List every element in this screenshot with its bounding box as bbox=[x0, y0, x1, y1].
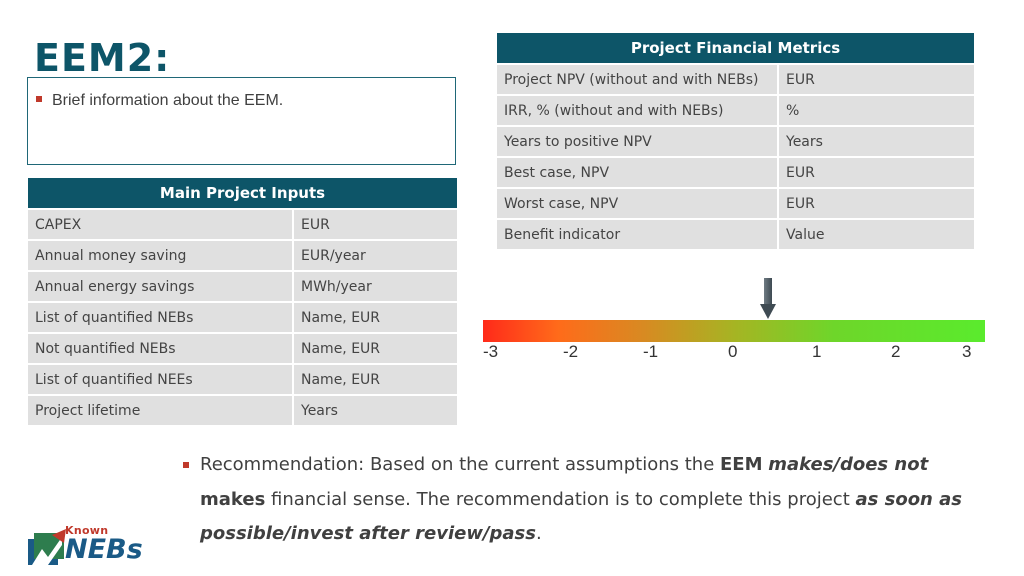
scale-tick: -1 bbox=[643, 342, 659, 361]
scale-tick: -2 bbox=[563, 342, 579, 361]
table-header-row: Main Project Inputs bbox=[28, 178, 458, 209]
row-label: Project lifetime bbox=[28, 394, 293, 425]
table-row: Best case, NPV EUR bbox=[497, 156, 974, 188]
table-header: Project Financial Metrics bbox=[497, 33, 974, 64]
table-row: Annual money saving EUR/year bbox=[28, 239, 458, 271]
scale-tick: 2 bbox=[891, 342, 901, 361]
row-unit: Name, EUR bbox=[291, 363, 458, 395]
row-label: Project NPV (without and with NEBs) bbox=[497, 63, 778, 95]
scale-tick: 0 bbox=[728, 342, 738, 361]
eem-info-box: Brief information about the EEM. bbox=[27, 77, 456, 165]
table-row: Worst case, NPV EUR bbox=[497, 187, 974, 219]
page-title: EEM2: bbox=[34, 36, 171, 80]
row-label: Worst case, NPV bbox=[497, 187, 778, 219]
table-row: IRR, % (without and with NEBs)% bbox=[497, 94, 974, 126]
table-header: Main Project Inputs bbox=[28, 178, 458, 209]
row-unit: EUR bbox=[777, 156, 974, 188]
recommendation-bold-italic: makes/does not bbox=[768, 454, 929, 475]
row-unit: EUR bbox=[291, 208, 458, 240]
row-unit: EUR/year bbox=[291, 239, 458, 271]
row-unit: Name, EUR bbox=[291, 332, 458, 364]
table-row: Years to positive NPV Years bbox=[497, 125, 974, 157]
row-label: List of quantified NEEs bbox=[28, 363, 293, 395]
table-row: CAPEX EUR bbox=[28, 208, 458, 240]
table-row: List of quantified NEBs Name, EUR bbox=[28, 301, 458, 333]
table-row: Not quantified NEBs Name, EUR bbox=[28, 332, 458, 364]
project-financial-metrics-table: Project Financial Metrics Project NPV (w… bbox=[497, 33, 974, 249]
row-label: Annual money saving bbox=[28, 239, 293, 271]
recommendation-text: Recommendation: Based on the current ass… bbox=[183, 448, 983, 552]
scale-tick: 3 bbox=[962, 342, 972, 361]
row-unit: Name, EUR bbox=[291, 301, 458, 333]
scale-tick: -3 bbox=[483, 342, 499, 361]
row-label: Best case, NPV bbox=[497, 156, 778, 188]
recommendation-bold: makes bbox=[200, 488, 266, 510]
row-label: Not quantified NEBs bbox=[28, 332, 293, 364]
info-item-text: Brief information about the EEM. bbox=[52, 92, 284, 109]
row-label: CAPEX bbox=[28, 208, 293, 240]
info-item: Brief information about the EEM. bbox=[36, 92, 283, 110]
table-row: Annual energy savings MWh/year bbox=[28, 270, 458, 302]
table-row: Project NPV (without and with NEBs) EUR bbox=[497, 63, 974, 95]
row-label: List of quantified NEBs bbox=[28, 301, 293, 333]
recommendation-bold: EEM bbox=[720, 454, 763, 475]
benefit-scale-bar bbox=[483, 320, 985, 342]
logo-top-text: Known bbox=[65, 524, 109, 537]
row-label: Annual energy savings bbox=[28, 270, 293, 302]
table-row: Project lifetime Years bbox=[28, 394, 458, 425]
bullet-icon bbox=[183, 462, 189, 468]
row-unit: % bbox=[777, 94, 974, 126]
recommendation-bold-italic: as soon as possible/invest after review/… bbox=[200, 488, 962, 545]
logo-main-text: NEBs bbox=[65, 534, 143, 565]
down-arrow-indicator-icon bbox=[760, 278, 777, 319]
known-nebs-logo-icon bbox=[28, 529, 66, 565]
main-project-inputs-table: Main Project Inputs CAPEX EUR Annual mone… bbox=[28, 178, 458, 425]
scale-tick: 1 bbox=[812, 342, 822, 361]
table-row: Benefit indicator Value bbox=[497, 218, 974, 249]
row-unit: Years bbox=[291, 394, 458, 425]
recommendation-period: . bbox=[536, 523, 542, 544]
recommendation-part: Recommendation: Based on the current ass… bbox=[200, 454, 720, 475]
bullet-icon bbox=[36, 95, 42, 102]
recommendation-part: financial sense. The recommendation is t… bbox=[265, 488, 856, 510]
row-unit: MWh/year bbox=[291, 270, 458, 302]
row-unit: Years bbox=[777, 125, 974, 157]
row-label: Years to positive NPV bbox=[497, 125, 778, 157]
row-unit: EUR bbox=[777, 187, 974, 219]
row-unit: Value bbox=[777, 218, 974, 249]
row-label: IRR, % (without and with NEBs) bbox=[497, 94, 778, 126]
row-unit: EUR bbox=[777, 63, 974, 95]
row-label: Benefit indicator bbox=[497, 218, 778, 249]
table-header-row: Project Financial Metrics bbox=[497, 33, 974, 64]
table-row: List of quantified NEEs Name, EUR bbox=[28, 363, 458, 395]
